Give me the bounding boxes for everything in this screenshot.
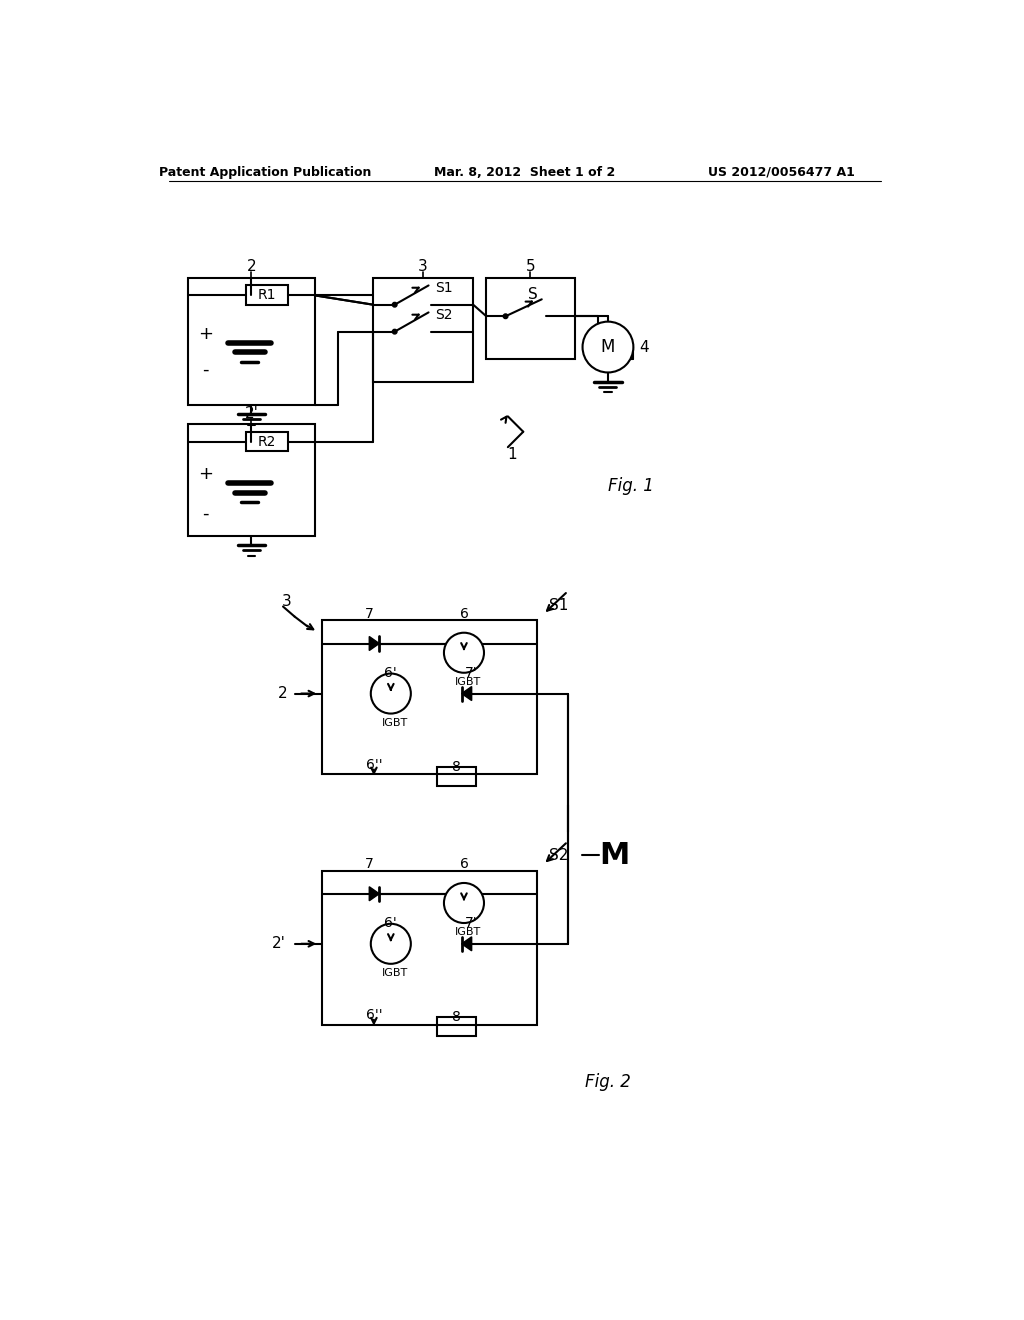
Bar bbox=[322, 871, 538, 1024]
Circle shape bbox=[583, 322, 634, 372]
Text: Fig. 2: Fig. 2 bbox=[585, 1073, 631, 1092]
Text: IGBT: IGBT bbox=[382, 718, 408, 727]
Bar bbox=[188, 424, 315, 536]
Text: 8: 8 bbox=[452, 760, 461, 774]
Text: -: - bbox=[202, 506, 209, 523]
Polygon shape bbox=[462, 686, 472, 701]
Polygon shape bbox=[370, 887, 379, 900]
Circle shape bbox=[503, 314, 508, 318]
Text: IGBT: IGBT bbox=[382, 968, 408, 978]
Text: M: M bbox=[599, 841, 630, 870]
Bar bbox=[322, 620, 538, 775]
Bar bbox=[188, 277, 315, 405]
Text: 7: 7 bbox=[365, 607, 374, 622]
Polygon shape bbox=[462, 937, 472, 950]
Circle shape bbox=[444, 883, 484, 923]
Text: Patent Application Publication: Patent Application Publication bbox=[159, 166, 372, 178]
Text: 2': 2' bbox=[245, 405, 258, 421]
Circle shape bbox=[392, 330, 397, 334]
Circle shape bbox=[371, 673, 411, 714]
Text: 2: 2 bbox=[247, 260, 256, 275]
Text: 7': 7' bbox=[465, 665, 478, 680]
Text: S: S bbox=[527, 288, 538, 302]
Text: -: - bbox=[202, 362, 209, 379]
Text: 5: 5 bbox=[525, 260, 535, 275]
Text: R1: R1 bbox=[258, 289, 276, 302]
Bar bbox=[486, 277, 574, 359]
Text: S1: S1 bbox=[435, 281, 453, 294]
Text: IGBT: IGBT bbox=[455, 927, 481, 937]
Text: 6'': 6'' bbox=[366, 758, 382, 772]
Text: Fig. 1: Fig. 1 bbox=[608, 477, 654, 495]
Text: S1: S1 bbox=[549, 598, 568, 612]
Text: 8: 8 bbox=[452, 1010, 461, 1024]
Polygon shape bbox=[370, 636, 379, 651]
Text: 6': 6' bbox=[384, 916, 397, 931]
Bar bbox=[437, 1016, 475, 1036]
Text: +: + bbox=[198, 325, 213, 343]
Text: 6: 6 bbox=[460, 858, 468, 871]
Bar bbox=[246, 285, 289, 305]
Text: 7: 7 bbox=[365, 858, 374, 871]
Text: 4: 4 bbox=[639, 339, 649, 355]
Bar bbox=[246, 432, 289, 451]
Text: 2: 2 bbox=[279, 686, 288, 701]
Text: S2: S2 bbox=[435, 308, 453, 322]
Text: 3: 3 bbox=[282, 594, 292, 609]
Text: 6: 6 bbox=[460, 607, 468, 622]
Circle shape bbox=[371, 924, 411, 964]
Text: 6'': 6'' bbox=[366, 1008, 382, 1023]
Text: +: + bbox=[198, 465, 213, 483]
Circle shape bbox=[392, 302, 397, 308]
Text: 2': 2' bbox=[272, 936, 286, 952]
Text: 1: 1 bbox=[507, 447, 516, 462]
Text: IGBT: IGBT bbox=[455, 677, 481, 686]
Text: M: M bbox=[601, 338, 615, 356]
Text: 3: 3 bbox=[418, 260, 428, 275]
Text: Mar. 8, 2012  Sheet 1 of 2: Mar. 8, 2012 Sheet 1 of 2 bbox=[434, 166, 615, 178]
Bar bbox=[437, 767, 475, 785]
Text: US 2012/0056477 A1: US 2012/0056477 A1 bbox=[708, 166, 855, 178]
Text: S2: S2 bbox=[549, 847, 568, 863]
Text: 7': 7' bbox=[465, 916, 478, 931]
Text: R2: R2 bbox=[258, 434, 276, 449]
Circle shape bbox=[444, 632, 484, 673]
Bar bbox=[373, 277, 473, 381]
Text: 6': 6' bbox=[384, 665, 397, 680]
